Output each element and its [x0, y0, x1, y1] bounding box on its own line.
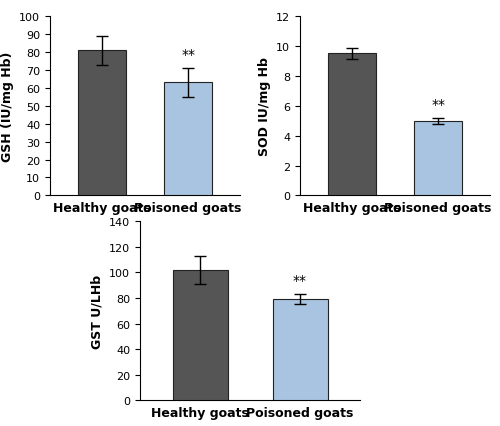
Y-axis label: SOD IU/mg Hb: SOD IU/mg Hb — [258, 57, 270, 156]
Text: **: ** — [293, 273, 307, 287]
Y-axis label: GST U/LHb: GST U/LHb — [90, 274, 104, 348]
Bar — [328, 55, 376, 196]
Y-axis label: GSH (IU/mg Hb): GSH (IU/mg Hb) — [0, 52, 14, 161]
Bar — [164, 83, 212, 196]
Text: **: ** — [181, 48, 195, 62]
Bar — [272, 299, 328, 400]
Bar — [78, 51, 126, 196]
Text: **: ** — [431, 97, 445, 111]
Bar — [414, 121, 462, 196]
Bar — [172, 270, 228, 400]
